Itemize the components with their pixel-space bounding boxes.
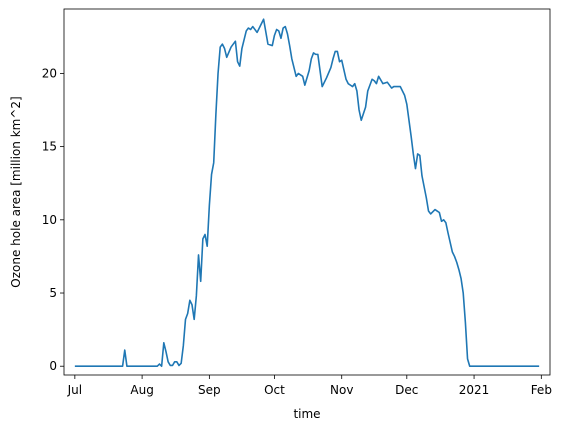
y-axis-label: Ozone hole area [million km^2] (9, 96, 23, 287)
x-axis-label: time (293, 407, 320, 421)
x-tick-label: Jul (67, 383, 82, 397)
y-tick-label: 0 (49, 359, 57, 373)
series-line (74, 18, 540, 368)
y-tick-label: 5 (49, 286, 57, 300)
y-tick-label: 10 (42, 213, 57, 227)
x-tick-label: Oct (264, 383, 285, 397)
x-tick-label: Feb (531, 383, 552, 397)
x-tick-label: Sep (198, 383, 221, 397)
plot-frame (63, 8, 551, 376)
y-tick-label: 20 (42, 66, 57, 80)
x-tick-label: Aug (130, 383, 153, 397)
x-axis-ticks: Jul Aug Sep Oct Nov Dec 2021 Feb (67, 375, 552, 397)
x-tick-label: Nov (330, 383, 353, 397)
x-tick-label: Dec (395, 383, 418, 397)
x-tick-label: 2021 (459, 383, 490, 397)
y-axis-ticks: 0 5 10 15 20 (42, 66, 64, 373)
y-tick-label: 15 (42, 140, 57, 154)
